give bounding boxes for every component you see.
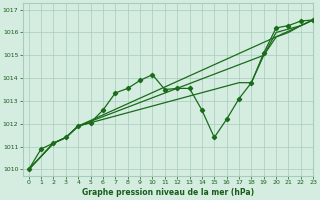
X-axis label: Graphe pression niveau de la mer (hPa): Graphe pression niveau de la mer (hPa) bbox=[82, 188, 254, 197]
